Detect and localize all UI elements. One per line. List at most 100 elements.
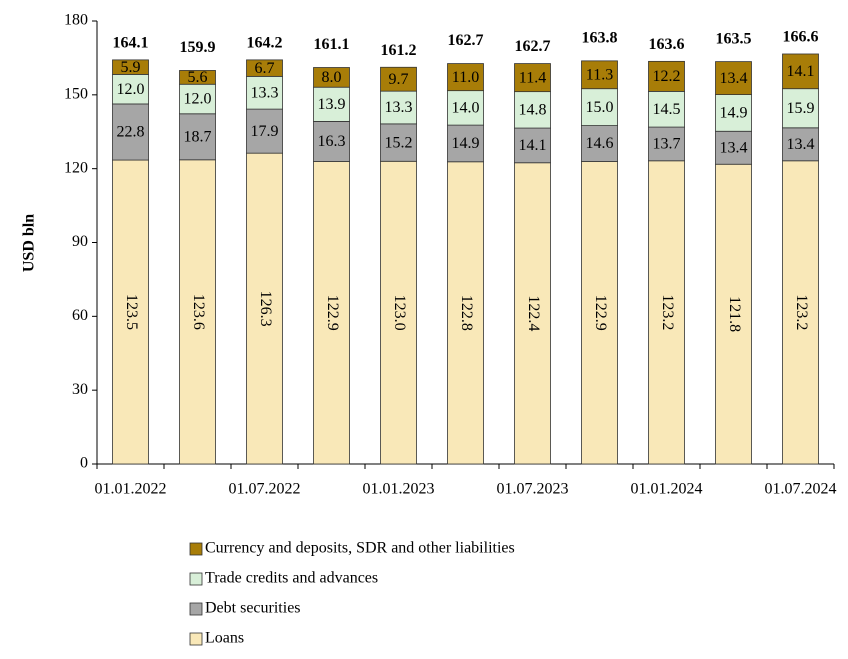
total-label: 162.7 [448, 32, 484, 49]
legend-swatch [189, 632, 203, 646]
bar-segment [514, 63, 551, 93]
value-label: 8.0 [322, 69, 342, 86]
value-label: 123.6 [190, 294, 207, 330]
legend-label: Currency and deposits, SDR and other lia… [205, 540, 515, 557]
bar-segment [782, 53, 819, 90]
bar-segment [782, 88, 819, 129]
bar-segment [514, 91, 551, 129]
value-label: 13.3 [385, 99, 413, 116]
value-label: 122.4 [525, 295, 542, 331]
bar-segment [715, 94, 752, 132]
value-label: 22.8 [117, 124, 145, 141]
legend-swatch [189, 602, 203, 616]
bar-segment [648, 90, 685, 128]
bar-segment [581, 125, 618, 162]
bar-segment [246, 108, 283, 154]
total-label: 161.2 [381, 42, 417, 59]
y-tick-label: 90 [72, 233, 88, 250]
bar-segment [648, 126, 685, 162]
value-label: 12.0 [117, 81, 145, 98]
y-tick-label: 60 [72, 307, 88, 324]
value-label: 121.8 [726, 296, 743, 332]
bar-segment [648, 60, 685, 92]
legend-swatch [189, 542, 203, 556]
bar-segment [380, 123, 417, 162]
bar-segment [112, 103, 149, 161]
bar-segment [380, 90, 417, 125]
legend-label: Loans [205, 630, 244, 647]
y-tick-label: 150 [64, 86, 88, 103]
total-label: 159.9 [180, 39, 216, 56]
x-tick-label: 01.01.2023 [363, 481, 435, 498]
value-label: 11.3 [586, 66, 613, 83]
value-label: 9.7 [389, 71, 409, 88]
bar-segment [447, 161, 484, 465]
bar-segment [380, 66, 417, 92]
x-tick-label: 01.07.2024 [765, 481, 837, 498]
value-label: 14.9 [720, 105, 748, 122]
bar-segment [112, 159, 149, 465]
bar-segment [246, 75, 283, 110]
value-label: 15.2 [385, 134, 413, 151]
total-label: 164.2 [247, 35, 283, 52]
value-label: 122.9 [324, 295, 341, 331]
value-label: 13.3 [251, 84, 279, 101]
y-tick-label: 180 [64, 12, 88, 29]
bar-segment [581, 60, 618, 90]
bar-segment [179, 70, 216, 85]
bar-segment [715, 130, 752, 165]
value-label: 18.7 [184, 128, 212, 145]
bar-segment [648, 160, 685, 465]
value-label: 126.3 [257, 291, 274, 327]
value-label: 15.9 [787, 100, 815, 117]
value-label: 16.3 [318, 133, 346, 150]
value-label: 11.0 [452, 69, 479, 86]
value-label: 13.4 [720, 70, 748, 87]
total-label: 164.1 [113, 35, 149, 52]
y-tick-label: 30 [72, 381, 88, 398]
value-label: 13.4 [720, 139, 748, 156]
value-label: 6.7 [255, 60, 275, 77]
value-label: 123.0 [391, 295, 408, 331]
value-label: 122.8 [458, 295, 475, 331]
value-label: 14.6 [586, 135, 614, 152]
value-label: 123.2 [793, 294, 810, 330]
total-label: 161.1 [314, 36, 350, 53]
x-tick-label: 01.07.2022 [229, 481, 301, 498]
value-label: 13.9 [318, 96, 346, 113]
value-label: 12.0 [184, 91, 212, 108]
bar-segment [313, 121, 350, 162]
value-label: 122.9 [592, 295, 609, 331]
total-label: 163.6 [649, 36, 685, 53]
legend-swatch [189, 572, 203, 586]
value-label: 14.9 [452, 135, 480, 152]
value-label: 14.5 [653, 101, 681, 118]
value-label: 11.4 [519, 69, 546, 86]
y-tick-label: 0 [80, 455, 88, 472]
value-label: 14.8 [519, 102, 547, 119]
bar-segment [447, 63, 484, 92]
bar-segment [581, 161, 618, 465]
y-axis-label: USD bln [21, 214, 38, 272]
value-label: 12.2 [653, 68, 681, 85]
value-label: 14.1 [519, 137, 547, 154]
value-label: 13.7 [653, 136, 681, 153]
x-tick-label: 01.01.2022 [95, 481, 167, 498]
bar-segment [581, 88, 618, 126]
bar-segment [313, 86, 350, 122]
bar-segment [715, 61, 752, 95]
x-tick-label: 01.07.2023 [497, 481, 569, 498]
bar-segment [313, 67, 350, 88]
bar-segment [246, 152, 283, 465]
value-label: 17.9 [251, 123, 279, 140]
bar-segment [246, 59, 283, 77]
bar-segment [514, 127, 551, 164]
value-label: 14.0 [452, 100, 480, 117]
bar-segment [514, 162, 551, 465]
total-label: 166.6 [783, 29, 819, 46]
total-label: 162.7 [515, 38, 551, 55]
y-tick-label: 120 [64, 159, 88, 176]
legend-label: Debt securities [205, 600, 301, 617]
total-label: 163.5 [716, 30, 752, 47]
